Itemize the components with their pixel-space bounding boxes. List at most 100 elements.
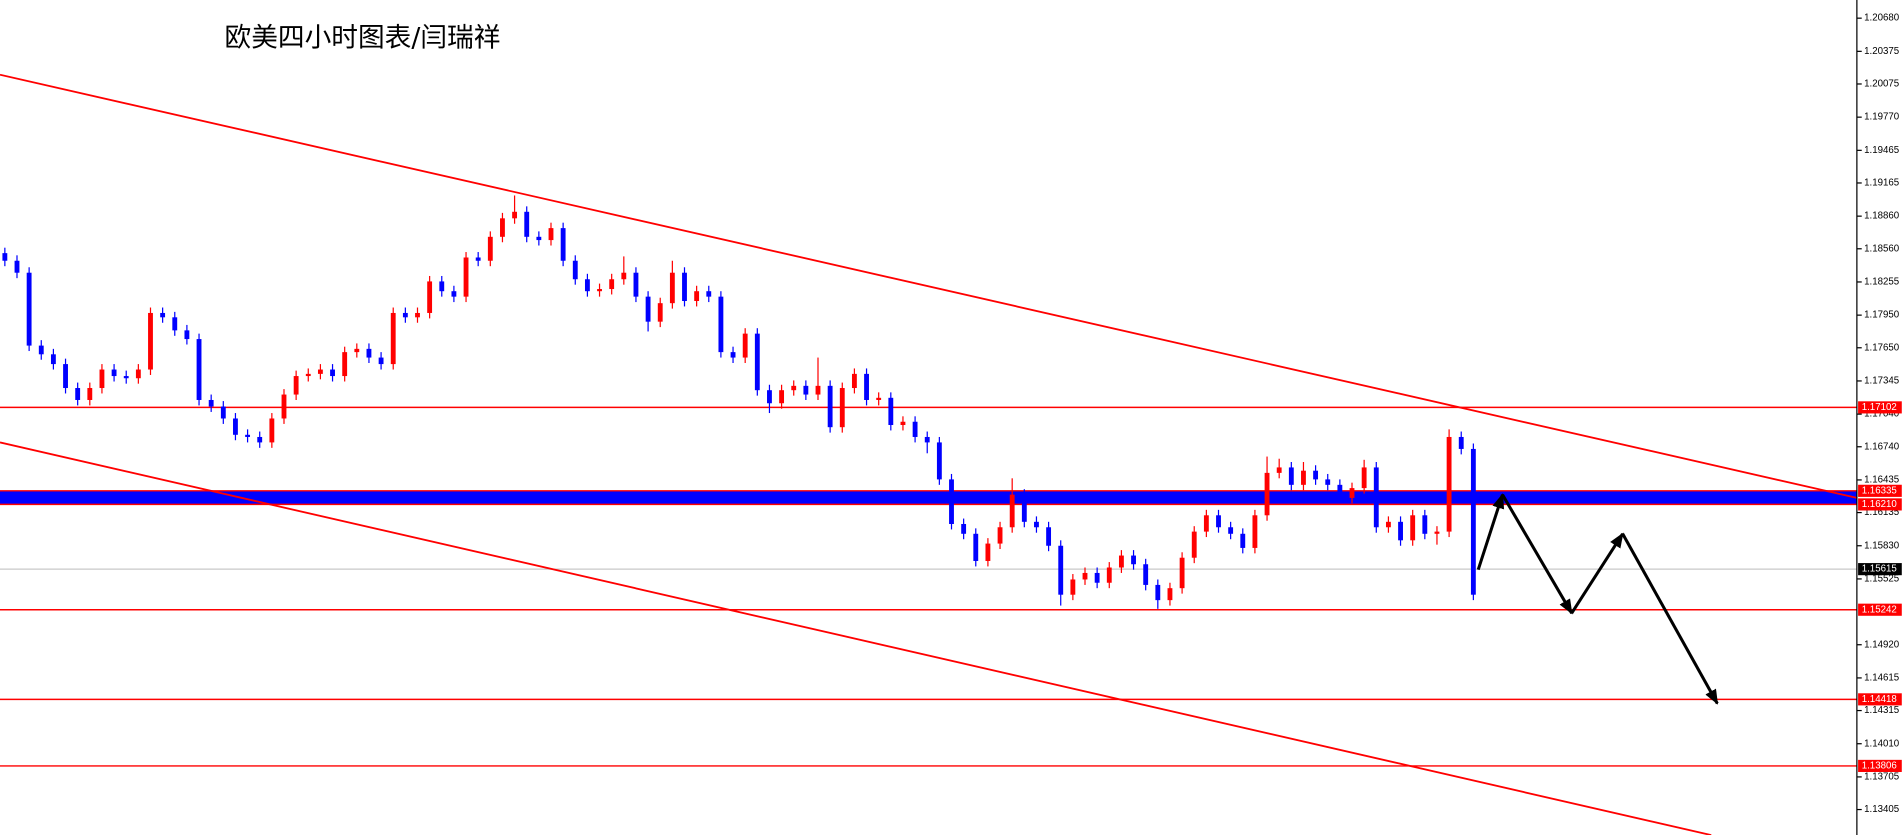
candle-body bbox=[1264, 472, 1270, 516]
y-tick-label: 1.19465 bbox=[1864, 145, 1899, 156]
y-tick-label: 1.14615 bbox=[1864, 672, 1899, 683]
candle-body bbox=[475, 257, 481, 261]
y-tick-label: 1.16135 bbox=[1864, 507, 1899, 518]
y-tick-label: 1.14920 bbox=[1864, 639, 1900, 650]
candle-body bbox=[135, 369, 141, 379]
candle-body bbox=[366, 348, 372, 358]
candle-body bbox=[1337, 484, 1343, 498]
candle-body bbox=[1398, 521, 1403, 541]
candle-body bbox=[1106, 567, 1112, 583]
candle-body bbox=[1009, 494, 1015, 528]
candle-body bbox=[779, 390, 785, 404]
candle-body bbox=[1422, 515, 1428, 534]
price-label: 1.15615 bbox=[1862, 564, 1897, 575]
candle-body bbox=[1143, 564, 1149, 585]
candle-body bbox=[1082, 572, 1088, 580]
candle-body bbox=[330, 369, 335, 377]
candle-body bbox=[1240, 533, 1246, 548]
y-tick-label: 1.15830 bbox=[1864, 540, 1900, 551]
candle-body bbox=[1167, 588, 1173, 601]
zone bbox=[0, 490, 1857, 505]
projection-arrow bbox=[1476, 493, 1505, 571]
candle-body bbox=[1070, 579, 1076, 595]
candle-body bbox=[912, 421, 918, 437]
candle-body bbox=[1058, 545, 1064, 595]
price-label-box bbox=[1858, 759, 1902, 772]
price-label-box bbox=[1858, 563, 1902, 576]
candle-body bbox=[851, 373, 857, 389]
price-label-box bbox=[1858, 484, 1902, 497]
candle-body bbox=[487, 236, 493, 261]
candle-body bbox=[524, 211, 530, 237]
price-label-box bbox=[1858, 603, 1902, 616]
candle-body bbox=[184, 330, 190, 340]
projection-arrow bbox=[1570, 532, 1624, 615]
candle-body bbox=[463, 257, 469, 297]
candle-body bbox=[123, 376, 129, 379]
candle-body bbox=[1228, 527, 1234, 534]
y-tick-label: 1.17345 bbox=[1864, 376, 1899, 387]
candle-body bbox=[560, 228, 566, 261]
candle-body bbox=[924, 436, 930, 443]
candle-body bbox=[293, 376, 299, 395]
candle-body bbox=[2, 253, 8, 261]
price-label: 1.14418 bbox=[1862, 694, 1897, 705]
y-tick-label: 1.18860 bbox=[1864, 211, 1900, 222]
candle-body bbox=[281, 394, 287, 419]
price-label: 1.16210 bbox=[1862, 499, 1898, 510]
candle-body bbox=[888, 397, 894, 426]
y-tick-label: 1.14010 bbox=[1864, 738, 1900, 749]
candle-body bbox=[342, 352, 348, 377]
candle-body bbox=[14, 260, 20, 273]
y-tick-label: 1.19770 bbox=[1864, 112, 1900, 123]
candle-body bbox=[317, 369, 323, 374]
candle-body bbox=[87, 388, 93, 400]
candle-body bbox=[354, 348, 360, 353]
candle-body bbox=[148, 312, 153, 370]
candle-body bbox=[427, 281, 433, 313]
candle-body bbox=[38, 345, 44, 355]
price-label: 1.16335 bbox=[1862, 485, 1897, 496]
candle-body bbox=[997, 527, 1003, 544]
candle-body bbox=[657, 303, 663, 322]
y-tick-label: 1.16435 bbox=[1864, 475, 1899, 486]
candle-body bbox=[1203, 515, 1209, 532]
candle-body bbox=[767, 390, 772, 404]
candle-body bbox=[730, 352, 736, 358]
candle-body bbox=[669, 272, 675, 304]
y-tick-label: 1.13705 bbox=[1864, 771, 1899, 782]
candle-body bbox=[1118, 555, 1124, 568]
price-label-box bbox=[1858, 693, 1902, 706]
candle-body bbox=[864, 373, 869, 400]
candle-body bbox=[305, 373, 311, 377]
candle-body bbox=[99, 369, 105, 389]
candle-body bbox=[1034, 521, 1039, 528]
candle-body bbox=[1301, 470, 1306, 485]
candle-body bbox=[900, 421, 906, 426]
candle-body bbox=[50, 354, 56, 365]
candle-body bbox=[1361, 467, 1367, 489]
candle-body bbox=[402, 312, 408, 318]
candle-body bbox=[208, 399, 214, 407]
candle-body bbox=[694, 291, 700, 301]
y-tick-label: 1.20680 bbox=[1864, 13, 1900, 24]
y-tick-label: 1.14315 bbox=[1864, 705, 1899, 716]
candle-body bbox=[718, 296, 724, 353]
y-tick-label: 1.20375 bbox=[1864, 46, 1899, 57]
y-tick-label: 1.18560 bbox=[1864, 243, 1900, 254]
candle-body bbox=[63, 364, 68, 389]
candle-body bbox=[621, 272, 627, 280]
candle-body bbox=[415, 312, 420, 318]
candle-body bbox=[1131, 555, 1136, 565]
candle-body bbox=[985, 543, 991, 561]
candle-body bbox=[390, 312, 396, 365]
y-tick-label: 1.13405 bbox=[1864, 804, 1899, 815]
candle-body bbox=[1313, 470, 1319, 480]
candle-body bbox=[1349, 488, 1355, 498]
candle-body bbox=[245, 434, 251, 437]
candle-body bbox=[1046, 527, 1052, 546]
candle-body bbox=[839, 388, 845, 428]
